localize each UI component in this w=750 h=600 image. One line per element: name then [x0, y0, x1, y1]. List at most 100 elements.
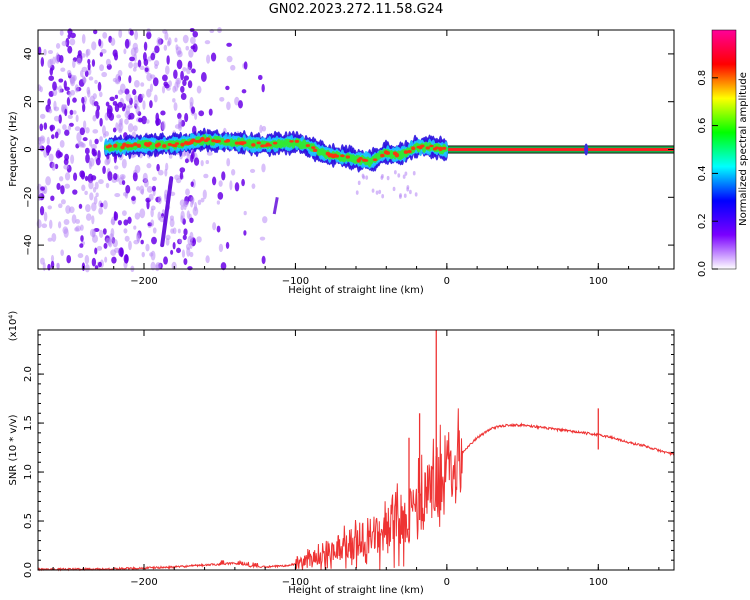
noise-blob [89, 139, 93, 147]
noise-blob [48, 219, 53, 229]
noise-blob [47, 237, 53, 242]
noise-blob [47, 205, 52, 210]
noise-blob [104, 130, 110, 137]
noise-blob [397, 173, 401, 178]
colorbar-ticks: 0.0 0.2 0.4 0.6 0.8 [697, 70, 718, 277]
noise-blob [191, 151, 195, 160]
noise-blob [66, 254, 72, 264]
noise-blob [174, 174, 180, 181]
noise-blob [94, 181, 99, 190]
noise-blob [196, 236, 202, 243]
noise-blob [50, 254, 55, 263]
noise-blob [39, 113, 46, 119]
tail-core [446, 148, 674, 151]
noise-blob [134, 212, 141, 220]
noise-blob [180, 205, 184, 211]
ridge-cell [385, 151, 390, 155]
noise-blob [414, 192, 418, 197]
noise-blob [82, 103, 86, 113]
noise-blob [203, 173, 209, 179]
noise-blob [81, 33, 86, 44]
noise-blob [75, 114, 79, 123]
noise-blob [123, 228, 128, 234]
noise-blob [99, 91, 103, 98]
ridge-cell [312, 148, 318, 153]
noise-blob [154, 64, 158, 70]
noise-blob [55, 43, 61, 49]
ridge-cell [380, 153, 385, 158]
noise-blob [131, 196, 136, 201]
ridge-cell [403, 150, 409, 154]
noise-blob [84, 175, 89, 182]
noise-blob [106, 104, 113, 115]
noise-blob [226, 42, 232, 47]
noise-blob [112, 100, 118, 106]
noise-blob [84, 264, 90, 273]
noise-blob [175, 77, 182, 85]
noise-blob [398, 194, 402, 199]
noise-blob [41, 223, 48, 229]
noise-blob [197, 199, 202, 206]
noise-blob [107, 171, 113, 182]
x-tick-label: 0 [444, 577, 450, 588]
noise-blob [92, 93, 97, 100]
colorbar: 0.0 0.2 0.4 0.6 0.8 Normalized spectral ampl… [697, 29, 749, 277]
y-tick-label: 20 [23, 95, 34, 108]
noise-blob [205, 160, 210, 165]
noise-blob [92, 129, 99, 134]
noise-blob [237, 100, 243, 109]
noise-blob [69, 109, 74, 116]
x-tick-label: 0 [444, 276, 450, 287]
snr-xlabel: Height of straight line (km) [288, 585, 424, 596]
noise-blob [43, 122, 48, 130]
snr-exponent: (x10⁴) [8, 311, 19, 342]
ridge-cell [216, 139, 222, 143]
noise-blob [68, 91, 72, 98]
noise-blob [229, 180, 233, 191]
noise-blob [129, 29, 134, 36]
noise-blob [67, 114, 73, 119]
noise-blob [357, 180, 361, 186]
noise-blob [135, 105, 140, 115]
noise-blob [73, 172, 78, 182]
noise-blob [150, 250, 156, 261]
noise-blob [178, 117, 183, 128]
noise-blob [65, 205, 71, 214]
noise-blob [163, 44, 168, 51]
noise-blob [148, 193, 154, 201]
noise-blob [202, 189, 207, 200]
noise-blob [91, 41, 97, 51]
noise-blob [251, 183, 256, 189]
noise-blob [45, 145, 51, 154]
noise-blob [59, 29, 64, 36]
noise-blob [58, 114, 62, 124]
noise-blob [193, 157, 200, 166]
noise-blob [200, 72, 207, 82]
noise-blob [186, 210, 191, 219]
noise-blob [56, 182, 61, 191]
noise-blob [121, 175, 125, 181]
noise-blob [141, 251, 145, 258]
noise-blob [43, 48, 47, 56]
noise-blob [206, 151, 213, 156]
noise-blob [45, 176, 51, 186]
noise-blob [96, 245, 103, 251]
noise-blob [234, 182, 240, 192]
noise-blob [93, 29, 98, 35]
y-tick-label: 0 [23, 146, 34, 152]
noise-blob [97, 261, 102, 268]
noise-blob [128, 112, 135, 120]
noise-blob [176, 59, 183, 70]
noise-blob [103, 242, 108, 249]
noise-blob [42, 262, 46, 272]
noise-blob [75, 219, 81, 224]
noise-blob [161, 120, 166, 131]
ridge-cell [358, 156, 363, 160]
noise-blob [52, 81, 57, 91]
noise-blob [403, 193, 407, 198]
noise-blob [116, 114, 122, 119]
x-tick-label: −100 [282, 577, 309, 588]
noise-blob [132, 125, 138, 132]
noise-blob [133, 99, 139, 107]
